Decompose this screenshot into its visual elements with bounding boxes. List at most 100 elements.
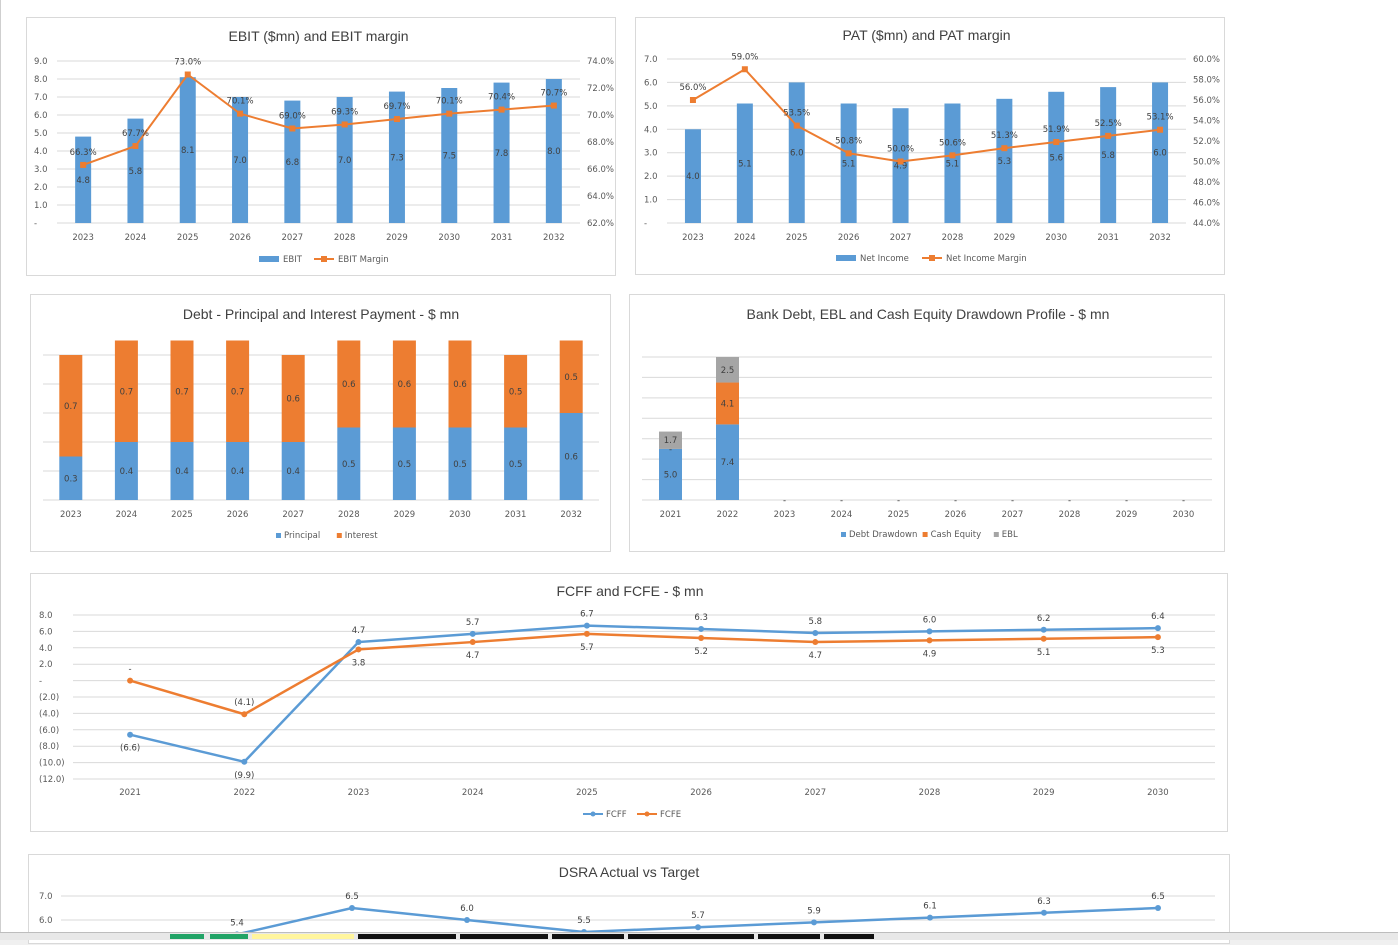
line-data-label: 5.2 — [694, 647, 708, 657]
line-marker — [550, 102, 557, 109]
x-tick: 2025 — [177, 233, 199, 243]
line-data-label: (4.1) — [234, 698, 254, 708]
line-marker — [127, 677, 134, 684]
y-tick-right: 52.0% — [1193, 137, 1220, 147]
x-tick: 2031 — [505, 510, 527, 520]
line-data-label: 4.7 — [809, 651, 823, 661]
x-tick: 2032 — [543, 233, 565, 243]
bar-data-label: 0.4 — [231, 467, 245, 477]
bar-segment-interest — [59, 355, 83, 457]
line-data-label: 70.4% — [488, 93, 515, 103]
line-data-label: 5.4 — [230, 918, 244, 928]
bar-segment-principal — [559, 413, 583, 500]
sheet-tab-7[interactable] — [628, 934, 754, 939]
bar-pat — [788, 82, 805, 223]
line-data-label: 70.7% — [540, 89, 567, 99]
x-tick: 2032 — [1149, 233, 1171, 243]
line-marker — [241, 758, 248, 765]
line-data-label: 6.1 — [923, 902, 937, 912]
legend-label: FCFE — [660, 810, 681, 820]
bar-segment-interest — [170, 340, 194, 442]
line-marker — [1041, 909, 1047, 916]
x-tick: 2023 — [682, 233, 704, 243]
x-tick: 2030 — [1045, 233, 1067, 243]
line-marker — [741, 66, 748, 73]
y-tick-left: - — [644, 219, 647, 229]
line-data-label: 6.3 — [1037, 897, 1051, 907]
sheet-tab-6[interactable] — [552, 934, 624, 939]
line-marker — [241, 711, 248, 718]
legend-swatch-bar — [259, 256, 279, 262]
sheet-tab-8[interactable] — [758, 934, 820, 939]
bar-pat — [684, 129, 701, 223]
x-tick: 2029 — [394, 510, 416, 520]
line-data-label: 6.5 — [1151, 892, 1165, 902]
bar-segment-interest — [448, 340, 472, 428]
x-tick: 2027 — [1002, 510, 1024, 520]
sheet-tab-3[interactable] — [252, 934, 354, 939]
chart-debt[interactable]: Debt - Principal and Interest Payment - … — [30, 294, 611, 552]
x-tick: 2024 — [116, 510, 138, 520]
bar-segment-interest — [559, 340, 583, 413]
bar-data-label: 7.8 — [495, 149, 509, 159]
x-tick: 2025 — [786, 233, 808, 243]
bar-data-label: 0.6 — [453, 380, 467, 390]
bar-data-label: 5.0 — [664, 470, 678, 480]
chart-pat[interactable]: PAT ($mn) and PAT margin - 1.0 2.0 3.0 4.0 5.0… — [635, 17, 1225, 275]
bar-data-label: 2.5 — [721, 366, 735, 376]
bar-segment-interest — [114, 340, 138, 442]
y-tick-left: - — [34, 219, 37, 229]
line-data-label: 6.0 — [460, 904, 474, 914]
x-tick: 2025 — [888, 510, 910, 520]
line-data-label: 5.9 — [807, 906, 821, 916]
y-tick-left: 4.0 — [644, 125, 658, 135]
y-tick-right: 74.0% — [587, 57, 614, 67]
x-tick: 2029 — [386, 233, 408, 243]
bar-segment-interest — [226, 340, 250, 442]
chart-title: FCFF and FCFE - $ mn — [556, 583, 703, 599]
line-data-label: 70.1% — [436, 97, 463, 107]
legend-label: EBL — [1002, 530, 1018, 540]
line-series-ebit — [82, 73, 554, 166]
x-tick: 2029 — [994, 233, 1016, 243]
sheet-tab-4[interactable] — [358, 934, 456, 939]
bar-segment-principal — [226, 442, 250, 500]
y-tick-right: 66.0% — [587, 165, 614, 175]
y-tick-right: 64.0% — [587, 192, 614, 202]
line-marker — [1040, 626, 1047, 633]
line-data-label: 56.0% — [679, 83, 706, 93]
chart-dsra[interactable]: DSRA Actual vs Target 7.0 6.0 5.4 6.5 6.0 5.5 5… — [28, 854, 1230, 944]
sheet-tab-1[interactable] — [170, 934, 204, 939]
line-series-pat — [692, 67, 1161, 163]
bar-data-label: 7.0 — [233, 156, 247, 166]
bar-segment-ebl — [716, 357, 739, 383]
line-data-label: 6.7 — [580, 610, 594, 620]
line-data-label: 51.3% — [991, 131, 1018, 141]
bar-data-label: - — [840, 496, 843, 506]
line-data-label: 5.7 — [691, 911, 705, 921]
legend-swatch — [841, 532, 846, 537]
sheet-tab-9[interactable] — [824, 934, 874, 939]
y-tick: (4.0) — [39, 709, 59, 719]
bar-data-label: 0.7 — [175, 387, 189, 397]
line-series-fcfe — [129, 632, 1158, 716]
line-marker — [355, 646, 362, 653]
bar-data-label: 5.8 — [1101, 151, 1115, 161]
chart-drawdown[interactable]: Bank Debt, EBL and Cash Equity Drawdown … — [629, 294, 1225, 552]
bar-data-label: 6.8 — [286, 158, 300, 168]
y-tick: (8.0) — [39, 742, 59, 752]
x-tick: 2028 — [338, 510, 360, 520]
sheet-tab-2[interactable] — [210, 934, 248, 939]
y-tick: (6.0) — [39, 726, 59, 736]
x-tick: 2027 — [282, 510, 304, 520]
chart-fcff-fcfe[interactable]: FCFF and FCFE - $ mn (12.0) (10.0) (8.0) (6.… — [30, 573, 1228, 832]
bar-ebit — [545, 79, 562, 223]
bar-data-label: 0.7 — [64, 402, 78, 412]
line-data-label: 4.7 — [352, 626, 366, 636]
sheet-tab-5[interactable] — [460, 934, 548, 939]
bar-segment-principal — [281, 442, 305, 500]
bar-data-label: 0.5 — [398, 460, 412, 470]
chart-ebit[interactable]: EBIT ($mn) and EBIT margin - 1.0 2.0 3.0 4.0 5… — [26, 17, 616, 276]
y-tick-left: 6.0 — [34, 111, 48, 121]
